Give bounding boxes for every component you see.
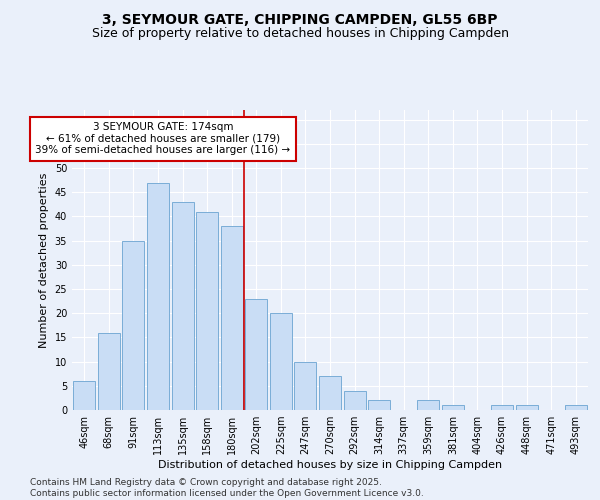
Bar bbox=[368, 400, 390, 410]
Bar bbox=[122, 240, 145, 410]
Bar bbox=[270, 313, 292, 410]
Bar bbox=[442, 405, 464, 410]
Bar bbox=[319, 376, 341, 410]
Bar bbox=[515, 405, 538, 410]
Bar bbox=[172, 202, 194, 410]
Bar bbox=[295, 362, 316, 410]
Bar bbox=[245, 298, 268, 410]
Text: 3, SEYMOUR GATE, CHIPPING CAMPDEN, GL55 6BP: 3, SEYMOUR GATE, CHIPPING CAMPDEN, GL55 … bbox=[102, 12, 498, 26]
Text: Size of property relative to detached houses in Chipping Campden: Size of property relative to detached ho… bbox=[91, 28, 509, 40]
Bar bbox=[344, 390, 365, 410]
Bar bbox=[491, 405, 513, 410]
Y-axis label: Number of detached properties: Number of detached properties bbox=[39, 172, 49, 348]
Bar bbox=[98, 332, 120, 410]
Bar bbox=[196, 212, 218, 410]
Text: 3 SEYMOUR GATE: 174sqm
← 61% of detached houses are smaller (179)
39% of semi-de: 3 SEYMOUR GATE: 174sqm ← 61% of detached… bbox=[35, 122, 290, 156]
Bar bbox=[221, 226, 243, 410]
Bar bbox=[417, 400, 439, 410]
Bar bbox=[147, 182, 169, 410]
Bar bbox=[565, 405, 587, 410]
X-axis label: Distribution of detached houses by size in Chipping Campden: Distribution of detached houses by size … bbox=[158, 460, 502, 470]
Bar bbox=[73, 381, 95, 410]
Text: Contains HM Land Registry data © Crown copyright and database right 2025.
Contai: Contains HM Land Registry data © Crown c… bbox=[30, 478, 424, 498]
